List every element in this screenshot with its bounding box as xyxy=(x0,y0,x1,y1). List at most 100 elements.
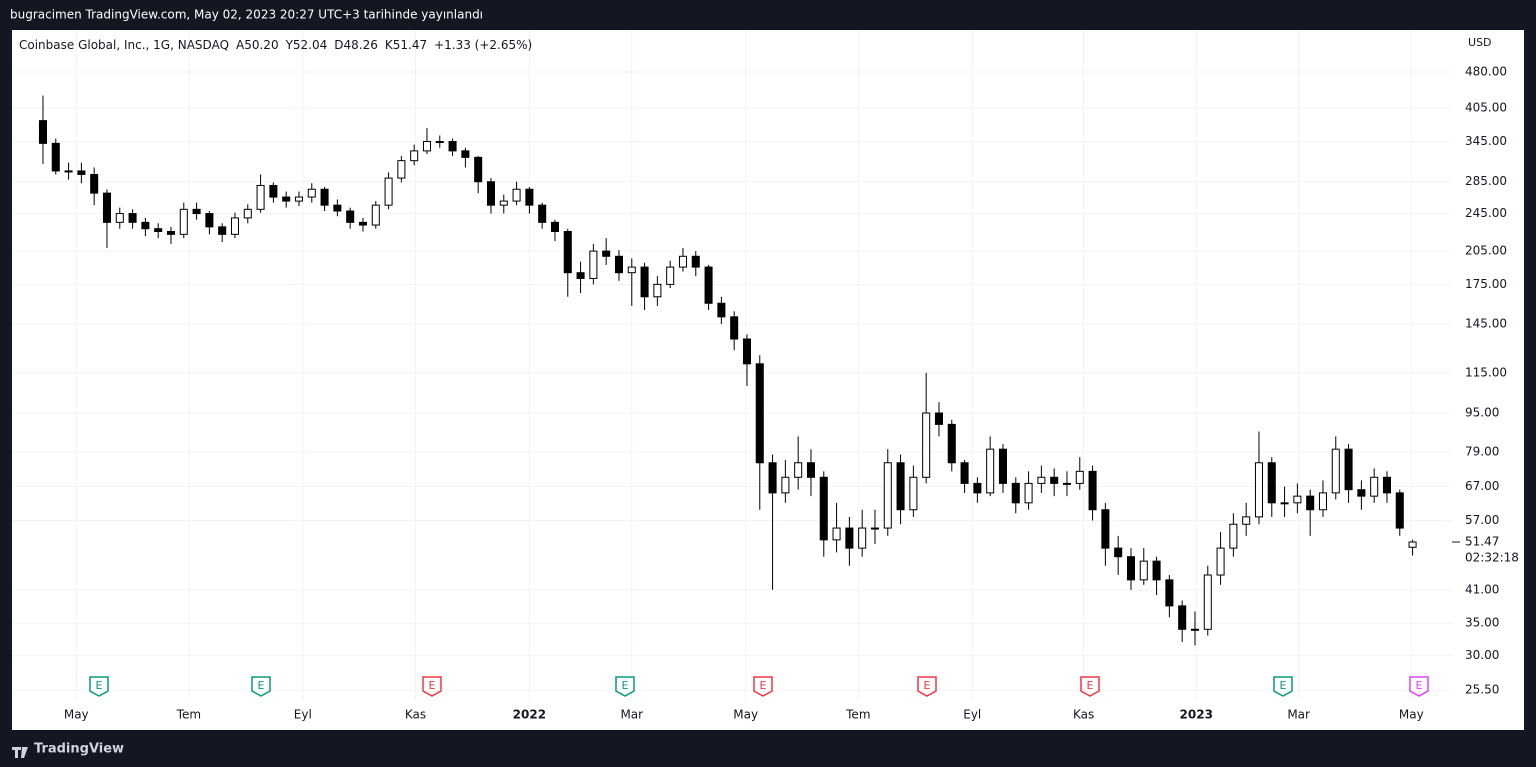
grid xyxy=(12,30,1452,700)
candle-body xyxy=(589,250,598,279)
candle-body xyxy=(755,363,764,464)
candle-body xyxy=(883,462,892,529)
candle-body xyxy=(115,213,124,223)
y-tick-label: 480.00 xyxy=(1465,65,1507,79)
candle-body xyxy=(934,412,943,425)
candle-body xyxy=(1126,556,1135,581)
earnings-badge xyxy=(753,676,773,697)
candle-body xyxy=(1267,462,1276,504)
x-tick-label: Tem xyxy=(176,708,201,722)
candle-body xyxy=(781,476,790,494)
earnings-badge xyxy=(917,676,937,697)
countdown: 02:32:18 xyxy=(1465,551,1519,565)
candle-body xyxy=(1395,492,1404,529)
candle-body xyxy=(1114,547,1123,558)
earnings-marker: E xyxy=(251,676,271,697)
candle-body xyxy=(845,527,854,549)
candle-body xyxy=(333,204,342,212)
earnings-label: E xyxy=(1280,679,1287,692)
candle-body xyxy=(230,217,239,235)
candle-body xyxy=(973,482,982,494)
candle-body xyxy=(1370,476,1379,497)
candle-body xyxy=(870,527,879,530)
candle-body xyxy=(448,141,457,152)
candle-body xyxy=(576,272,585,279)
x-tick-label: May xyxy=(1399,708,1424,722)
x-tick-label: Mar xyxy=(620,708,643,722)
candle-body xyxy=(205,213,214,228)
published-note: bugracimen TradingView.com, May 02, 2023… xyxy=(10,8,483,22)
candles xyxy=(38,95,1417,646)
candle-body xyxy=(422,141,431,152)
candle-body xyxy=(1037,476,1046,484)
candle-body xyxy=(1242,516,1251,525)
candle-body xyxy=(1152,560,1161,581)
candle-body xyxy=(410,150,419,162)
earnings-label: E xyxy=(622,679,629,692)
y-tick-label: 95.00 xyxy=(1465,405,1499,419)
x-tick-label: Tem xyxy=(845,708,870,722)
candle-body xyxy=(819,476,828,541)
legend-value: +1.33 (+2.65%) xyxy=(434,38,532,52)
candle-body xyxy=(320,188,329,206)
y-tick-label: 41.00 xyxy=(1465,582,1499,596)
y-tick-label: 285.00 xyxy=(1465,174,1507,188)
earnings-label: E xyxy=(1416,679,1423,692)
candle-body xyxy=(947,423,956,464)
x-tick-label: 2022 xyxy=(513,708,546,722)
currency: USD xyxy=(1468,36,1492,49)
candle-body xyxy=(102,192,111,223)
candle-body xyxy=(38,120,47,144)
candle-body xyxy=(1139,560,1148,581)
candle-body xyxy=(1165,579,1174,607)
candle-body xyxy=(640,266,649,298)
labels: 480.00 405.00 345.00 285.00 245.00 205.00 175.… xyxy=(64,65,1519,722)
candle-body xyxy=(602,250,611,257)
earnings-marker: E xyxy=(1080,676,1100,697)
earnings-label: E xyxy=(429,679,436,692)
x-tick-label: Eyl xyxy=(294,708,312,722)
candle-body xyxy=(678,255,687,268)
candle-body xyxy=(742,338,751,365)
candle-body xyxy=(704,266,713,304)
candle-body xyxy=(90,173,99,194)
candle-body xyxy=(1011,482,1020,504)
x-tick-label: May xyxy=(733,708,758,722)
logo xyxy=(12,747,28,758)
candle-body xyxy=(294,196,303,202)
footer-brand: TradingView xyxy=(34,742,124,757)
candle-body xyxy=(1088,470,1097,511)
candle-body xyxy=(346,210,355,223)
candle-body xyxy=(653,283,662,298)
earnings-marker: E xyxy=(615,676,635,697)
candle-body xyxy=(269,184,278,198)
earnings-label: E xyxy=(924,679,931,692)
candle-body xyxy=(474,156,483,183)
candle-body xyxy=(141,221,150,230)
candle-body xyxy=(243,208,252,219)
candle-body xyxy=(691,255,700,268)
earnings-marker: E xyxy=(917,676,937,697)
candle-body xyxy=(794,462,803,478)
x-tick-label: May xyxy=(64,708,89,722)
earnings-badge xyxy=(615,676,635,697)
legend-title: Coinbase Global, Inc., 1G, NASDAQ xyxy=(19,38,229,52)
earnings-marker: E xyxy=(89,676,109,697)
candle-body xyxy=(307,188,316,198)
candle-body xyxy=(384,177,393,206)
candle-body xyxy=(717,302,726,318)
y-tick-label: 345.00 xyxy=(1465,134,1507,148)
candle-body xyxy=(1178,605,1187,630)
candle-body xyxy=(499,200,508,206)
candle-body xyxy=(461,150,470,158)
earnings-badge xyxy=(251,676,271,697)
earnings-label: E xyxy=(760,679,767,692)
candle-body xyxy=(986,448,995,494)
candle-body xyxy=(1050,476,1059,484)
candle-body xyxy=(627,266,636,274)
candle-body xyxy=(358,221,367,226)
candle-body xyxy=(1062,482,1071,485)
candle-body xyxy=(768,462,777,494)
